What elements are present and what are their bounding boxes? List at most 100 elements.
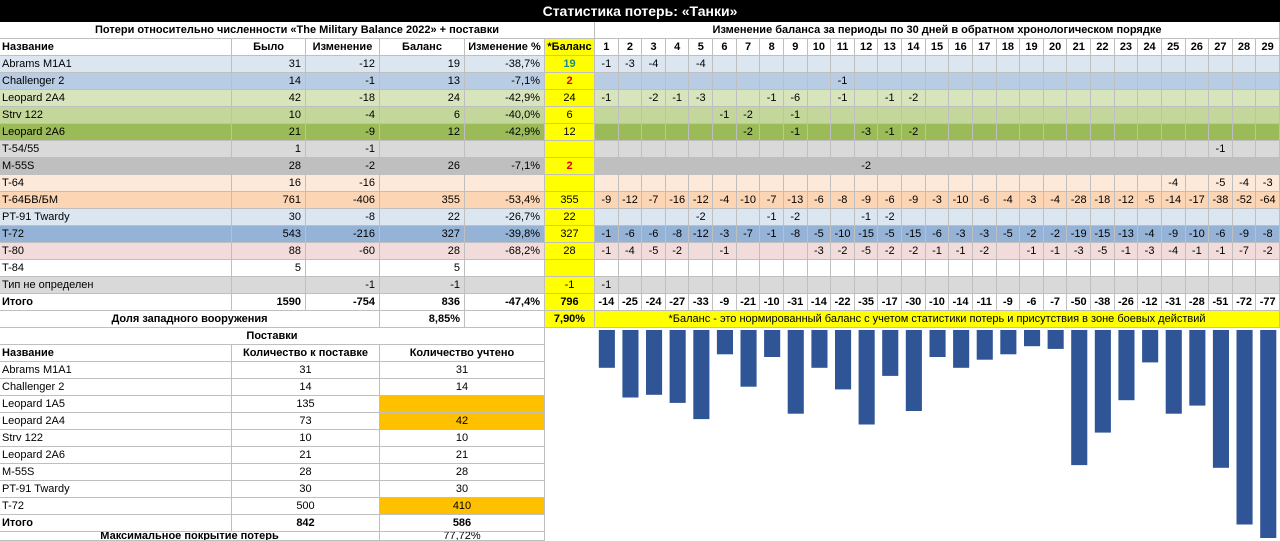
bar-period-11	[835, 330, 852, 390]
period-cell: -7	[736, 226, 761, 243]
row-pct: -7,1%	[465, 158, 545, 175]
period-cell: -15	[1091, 226, 1115, 243]
row-change: -8	[306, 209, 380, 226]
period-cell	[972, 209, 997, 226]
period-cell: -2	[736, 124, 761, 141]
period-cell	[1020, 277, 1044, 294]
period-cell: -9	[595, 192, 619, 209]
period-cell: -12	[1114, 192, 1139, 209]
period-cell	[925, 141, 950, 158]
period-cell	[665, 124, 690, 141]
row-name: T-64	[0, 175, 232, 192]
period-cell	[1161, 158, 1186, 175]
period-cell: -15	[854, 226, 879, 243]
period-cell: -5	[1091, 243, 1115, 260]
period-cell: -6	[642, 226, 666, 243]
period-cell	[902, 260, 926, 277]
period-cell	[665, 56, 690, 73]
period-cell	[854, 56, 879, 73]
period-cell	[854, 107, 879, 124]
period-header: 23	[1114, 39, 1139, 56]
bar-period-27	[1212, 330, 1229, 468]
row-name: Strv 122	[0, 107, 232, 124]
period-cell: -4	[1138, 226, 1162, 243]
period-cell	[760, 158, 784, 175]
period-cell	[925, 73, 950, 90]
row-change: -16	[306, 175, 380, 192]
period-cell	[1232, 141, 1257, 158]
period-cell	[1161, 107, 1186, 124]
period-cell: -1	[595, 226, 619, 243]
period-cell: -6	[618, 226, 643, 243]
period-cell	[665, 107, 690, 124]
period-cell	[595, 175, 619, 192]
supplies-counted: 31	[380, 362, 545, 379]
period-cell	[972, 73, 997, 90]
period-cell	[1020, 73, 1044, 90]
bar-period-16	[953, 330, 970, 368]
period-cell: -3	[807, 243, 832, 260]
period-cell	[1161, 90, 1186, 107]
period-cell	[1067, 107, 1092, 124]
period-cell	[1161, 209, 1186, 226]
row-was: 30	[232, 209, 306, 226]
period-cell: -1	[760, 226, 784, 243]
period-cell: -7	[760, 192, 784, 209]
period-cell: -1	[713, 107, 737, 124]
supplies-column-header: Название	[0, 345, 232, 362]
row-name: Challenger 2	[0, 73, 232, 90]
period-cell	[1232, 209, 1257, 226]
row-name: T-54/55	[0, 141, 232, 158]
bar-period-13	[882, 330, 899, 376]
supplies-name: Leopard 1A5	[0, 396, 232, 413]
row-name: M-55S	[0, 158, 232, 175]
empty-cell	[465, 311, 545, 328]
row-was: 543	[232, 226, 306, 243]
period-cell	[1114, 277, 1139, 294]
period-cell	[1256, 158, 1280, 175]
period-cell	[949, 209, 973, 226]
period-cell	[1138, 175, 1162, 192]
period-cell	[642, 175, 666, 192]
period-cell	[1091, 107, 1115, 124]
period-cell	[736, 209, 761, 226]
period-cell	[1185, 209, 1210, 226]
period-cell	[1256, 124, 1280, 141]
period-cell	[689, 158, 714, 175]
supplies-counted: 14	[380, 379, 545, 396]
period-cell	[1091, 277, 1115, 294]
total-period-cell: -77	[1256, 294, 1280, 311]
bar-period-2	[622, 330, 639, 398]
supplies-qty: 500	[232, 498, 380, 515]
bar-period-26	[1189, 330, 1206, 406]
period-cell	[972, 56, 997, 73]
period-cell: -3	[949, 226, 973, 243]
period-cell	[1067, 175, 1092, 192]
period-cell	[642, 141, 666, 158]
supplies-qty: 30	[232, 481, 380, 498]
row-was: 28	[232, 158, 306, 175]
period-cell	[902, 209, 926, 226]
period-cell: -2	[902, 90, 926, 107]
period-cell	[713, 124, 737, 141]
period-cell	[618, 73, 643, 90]
period-cell	[831, 158, 855, 175]
period-cell	[713, 73, 737, 90]
period-cell: -1	[831, 73, 855, 90]
row-was: 21	[232, 124, 306, 141]
period-header: 2	[618, 39, 643, 56]
row-name: Leopard 2A6	[0, 124, 232, 141]
period-cell	[1091, 260, 1115, 277]
period-cell	[807, 175, 832, 192]
period-header: 7	[736, 39, 761, 56]
period-cell	[1020, 56, 1044, 73]
period-cell	[996, 243, 1021, 260]
total-period-cell: -17	[878, 294, 903, 311]
row-change: -2	[306, 158, 380, 175]
period-cell	[1043, 90, 1068, 107]
period-cell	[925, 56, 950, 73]
row-change: -1	[306, 73, 380, 90]
period-cell: -3	[925, 192, 950, 209]
period-cell	[1067, 56, 1092, 73]
total-change: -754	[306, 294, 380, 311]
